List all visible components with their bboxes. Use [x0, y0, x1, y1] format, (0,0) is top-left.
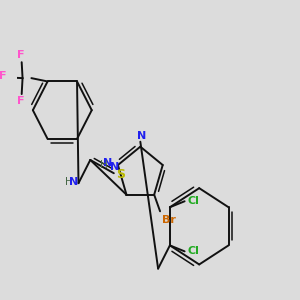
Text: Br: Br — [161, 214, 176, 225]
Text: H: H — [65, 177, 73, 187]
Text: N: N — [137, 131, 146, 141]
Text: F: F — [17, 96, 25, 106]
Text: F: F — [0, 71, 6, 82]
Text: S: S — [116, 168, 125, 182]
Text: Cl: Cl — [188, 246, 200, 256]
Text: N: N — [69, 177, 78, 187]
Text: H: H — [100, 160, 108, 170]
Text: N: N — [110, 162, 119, 172]
Text: N: N — [103, 158, 112, 168]
Text: F: F — [17, 50, 25, 60]
Text: Cl: Cl — [188, 196, 200, 206]
